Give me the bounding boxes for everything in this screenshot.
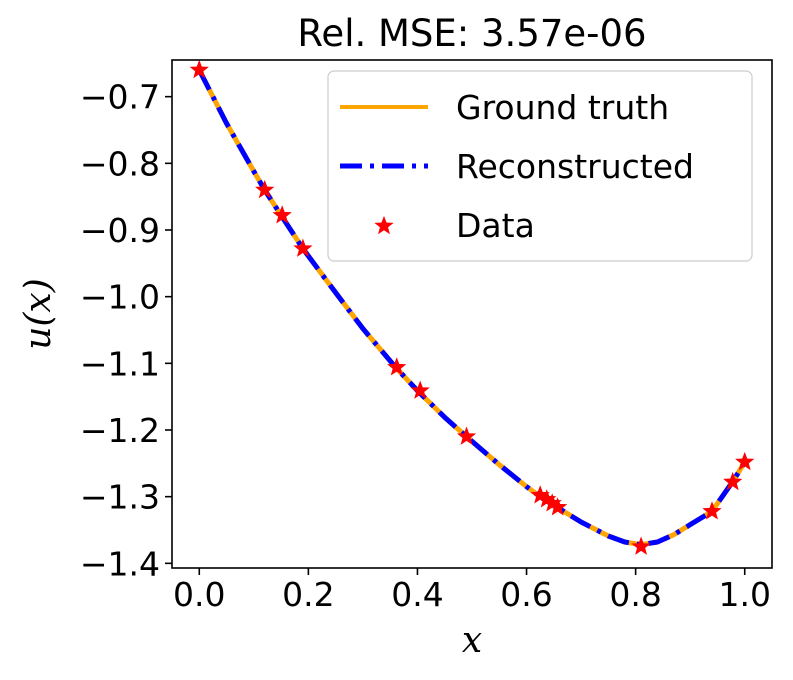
legend: Ground truth Reconstructed Data <box>327 70 753 262</box>
legend-label-reconstructed: Reconstructed <box>456 147 694 186</box>
x-axis-label: x <box>462 620 482 661</box>
data-markers <box>189 59 755 555</box>
x-tick-label: 0.8 <box>609 575 661 614</box>
x-axis-ticks: 0.0 0.2 0.4 0.6 0.8 1.0 <box>173 568 771 614</box>
legend-label-data: Data <box>456 206 535 245</box>
data-point-star <box>189 59 209 79</box>
y-tick-label: −1.0 <box>80 278 160 317</box>
x-tick-label: 0.4 <box>391 575 443 614</box>
data-point-star <box>272 205 292 224</box>
y-tick-label: −1.2 <box>80 411 160 450</box>
data-point-star <box>631 536 651 555</box>
x-tick-label: 0.6 <box>500 575 552 614</box>
data-point-star <box>293 238 313 257</box>
data-point-star <box>456 426 477 445</box>
data-point-star <box>387 357 407 376</box>
x-tick-label: 0.0 <box>173 575 225 614</box>
legend-box <box>327 70 753 262</box>
data-point-star <box>702 501 722 520</box>
x-tick-label: 1.0 <box>718 575 770 614</box>
legend-label-ground-truth: Ground truth <box>456 88 669 127</box>
axes-frame <box>171 59 773 569</box>
data-point-star <box>723 471 743 491</box>
y-tick-label: −1.4 <box>80 544 160 583</box>
data-point-star <box>410 380 430 399</box>
y-tick-label: −1.1 <box>80 344 160 383</box>
y-axis-label: u(x) <box>18 278 59 350</box>
data-point-star <box>255 179 275 199</box>
chart-title: Rel. MSE: 3.57e-06 <box>297 12 646 55</box>
y-axis-ticks: −0.7 −0.8 −0.9 −1.0 −1.1 −1.2 −1.3 −1.4 <box>80 78 172 583</box>
y-tick-label: −0.9 <box>80 211 160 250</box>
legend-star-marker <box>374 215 394 235</box>
data-point-star <box>735 451 755 471</box>
y-tick-label: −1.3 <box>80 478 160 517</box>
data-point-star <box>548 497 568 516</box>
y-tick-label: −0.8 <box>80 144 160 183</box>
y-tick-label: −0.7 <box>80 78 160 117</box>
plot-area <box>171 59 773 569</box>
legend-swatch-data-star-icon <box>374 215 394 235</box>
x-tick-label: 0.2 <box>282 575 334 614</box>
